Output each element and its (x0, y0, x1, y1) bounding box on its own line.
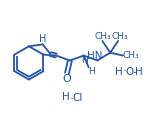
Text: O: O (63, 74, 71, 84)
Text: Cl: Cl (72, 93, 82, 103)
Text: H: H (88, 67, 95, 76)
Text: CH₃: CH₃ (94, 32, 111, 41)
Text: ·: · (122, 65, 126, 78)
Text: H: H (115, 67, 123, 77)
Text: H: H (81, 56, 88, 65)
Text: ·: · (69, 93, 73, 105)
Text: HN: HN (87, 51, 102, 61)
Text: H: H (39, 34, 46, 44)
Text: H: H (135, 67, 143, 77)
Text: CH₃: CH₃ (123, 51, 139, 60)
Text: -: - (132, 67, 136, 77)
Text: H: H (62, 92, 70, 102)
Text: CH₃: CH₃ (112, 32, 128, 41)
Text: O: O (125, 67, 133, 77)
